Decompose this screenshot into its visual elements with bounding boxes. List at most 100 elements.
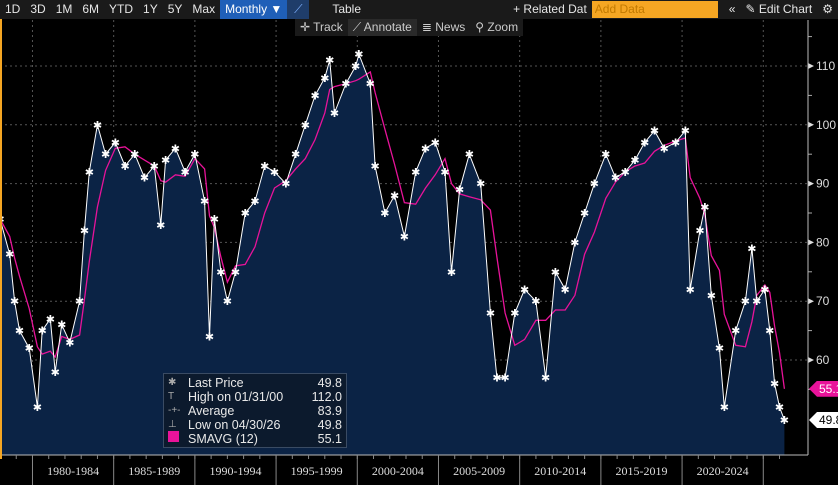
data-point: ✱ bbox=[80, 226, 89, 238]
sma-line bbox=[0, 70, 786, 389]
data-point: ✱ bbox=[541, 373, 550, 385]
data-point: ✱ bbox=[380, 208, 389, 220]
data-point: ✱ bbox=[223, 296, 232, 308]
data-point: ✱ bbox=[341, 79, 350, 91]
data-point: ✱ bbox=[38, 326, 47, 338]
annotate-button[interactable]: ⟋ Annotate bbox=[347, 19, 417, 36]
range-5y[interactable]: 5Y bbox=[167, 2, 183, 16]
track-button[interactable]: ✛ Track bbox=[295, 19, 348, 36]
data-point: ✱ bbox=[421, 143, 430, 155]
data-point: ✱ bbox=[465, 149, 474, 161]
data-point: ✱ bbox=[51, 367, 60, 379]
gear-icon[interactable]: ⚙ bbox=[822, 2, 833, 16]
x-tick-label: 2000-2004 bbox=[372, 464, 424, 478]
zoom-button[interactable]: ⚲ Zoom bbox=[470, 19, 524, 36]
data-point: ✱ bbox=[780, 415, 789, 427]
data-point: ✱ bbox=[0, 214, 5, 226]
data-point: ✱ bbox=[561, 284, 570, 296]
chart-tools: ✛ Track ⟋ Annotate ≣ News ⚲ Zoom bbox=[295, 19, 524, 36]
line-chart-icon[interactable]: ⟋ bbox=[287, 0, 310, 19]
data-point: ✱ bbox=[351, 61, 360, 73]
data-point: ✱ bbox=[161, 155, 170, 167]
data-point: ✱ bbox=[455, 184, 464, 196]
data-point: ✱ bbox=[492, 373, 501, 385]
table-button[interactable]: Table bbox=[332, 2, 361, 16]
collapse-icon[interactable]: « bbox=[728, 2, 736, 16]
data-point: ✱ bbox=[411, 167, 420, 179]
x-tick-label: 1980-1984 bbox=[47, 464, 99, 478]
high-icon: T bbox=[168, 391, 175, 402]
legend-last-price: ✱ Last Price 49.8 bbox=[168, 376, 342, 390]
add-data-input[interactable] bbox=[591, 1, 718, 18]
data-point: ✱ bbox=[747, 243, 756, 255]
price-line bbox=[0, 52, 785, 421]
x-tick-label: 1985-1989 bbox=[128, 464, 180, 478]
legend-high: T High on 01/31/00 112.0 bbox=[168, 390, 342, 404]
period-dropdown[interactable]: Monthly ▼ bbox=[220, 0, 288, 19]
legend-average: -+- Average 83.9 bbox=[168, 404, 342, 418]
data-point: ✱ bbox=[476, 179, 485, 191]
y-tick-label: 110 bbox=[816, 59, 835, 73]
data-point: ✱ bbox=[770, 379, 779, 391]
data-point: ✱ bbox=[190, 149, 199, 161]
data-point: ✱ bbox=[551, 267, 560, 279]
y-tick-label: 70 bbox=[816, 294, 830, 308]
toolbar: 1D 3D 1M 6M YTD 1Y 5Y Max Monthly ▼ ⟋ Ta… bbox=[0, 0, 838, 19]
data-point: ✱ bbox=[130, 149, 139, 161]
data-point: ✱ bbox=[366, 79, 375, 91]
data-point: ✱ bbox=[310, 90, 319, 102]
range-1m[interactable]: 1M bbox=[55, 2, 73, 16]
legend[interactable]: ✱ Last Price 49.8 T High on 01/31/00 112.0 -… bbox=[163, 373, 347, 448]
x-tick-label: 2005-2009 bbox=[453, 464, 505, 478]
data-point: ✱ bbox=[171, 143, 180, 155]
x-tick-label: 2020-2024 bbox=[697, 464, 749, 478]
range-6m[interactable]: 6M bbox=[82, 2, 100, 16]
star-icon: ✱ bbox=[168, 377, 177, 388]
range-3d[interactable]: 3D bbox=[30, 2, 46, 16]
data-point: ✱ bbox=[181, 167, 190, 179]
data-point: ✱ bbox=[250, 196, 259, 208]
data-point: ✱ bbox=[760, 284, 769, 296]
range-1y[interactable]: 1Y bbox=[143, 2, 158, 16]
data-point: ✱ bbox=[500, 373, 509, 385]
data-point: ✱ bbox=[630, 155, 639, 167]
y-tick-label: 60 bbox=[816, 353, 830, 367]
data-point: ✱ bbox=[440, 167, 449, 179]
data-point: ✱ bbox=[431, 137, 440, 149]
data-point: ✱ bbox=[731, 326, 740, 338]
data-point: ✱ bbox=[85, 167, 94, 179]
data-point: ✱ bbox=[231, 267, 240, 279]
data-point: ✱ bbox=[681, 126, 690, 138]
data-point: ✱ bbox=[671, 137, 680, 149]
data-point: ✱ bbox=[210, 214, 219, 226]
data-point: ✱ bbox=[330, 108, 339, 120]
data-point: ✱ bbox=[660, 143, 669, 155]
data-point: ✱ bbox=[590, 179, 599, 191]
data-point: ✱ bbox=[291, 149, 300, 161]
x-tick-label: 1990-1994 bbox=[209, 464, 261, 478]
range-ytd[interactable]: YTD bbox=[109, 2, 134, 16]
data-point: ✱ bbox=[65, 337, 74, 349]
focus-border bbox=[0, 19, 2, 459]
data-point: ✱ bbox=[150, 161, 159, 173]
data-point: ✱ bbox=[686, 284, 695, 296]
range-max[interactable]: Max bbox=[192, 2, 216, 16]
data-point: ✱ bbox=[531, 296, 540, 308]
legend-sma: SMAVG (12) 55.1 bbox=[168, 431, 342, 446]
range-1d[interactable]: 1D bbox=[5, 2, 21, 16]
data-point: ✱ bbox=[15, 326, 24, 338]
y-tick bbox=[808, 121, 814, 128]
y-tick bbox=[808, 180, 814, 187]
data-point: ✱ bbox=[752, 296, 761, 308]
price-area bbox=[0, 54, 785, 455]
data-point: ✱ bbox=[120, 161, 129, 173]
data-point: ✱ bbox=[741, 296, 750, 308]
data-point: ✱ bbox=[10, 296, 19, 308]
data-point: ✱ bbox=[281, 179, 290, 191]
related-data-button[interactable]: + Related Dat bbox=[513, 2, 587, 16]
news-button[interactable]: ≣ News bbox=[416, 19, 471, 36]
data-point: ✱ bbox=[720, 402, 729, 414]
data-point: ✱ bbox=[46, 314, 55, 326]
edit-chart-button[interactable]: ✎ Edit Chart bbox=[745, 2, 813, 16]
